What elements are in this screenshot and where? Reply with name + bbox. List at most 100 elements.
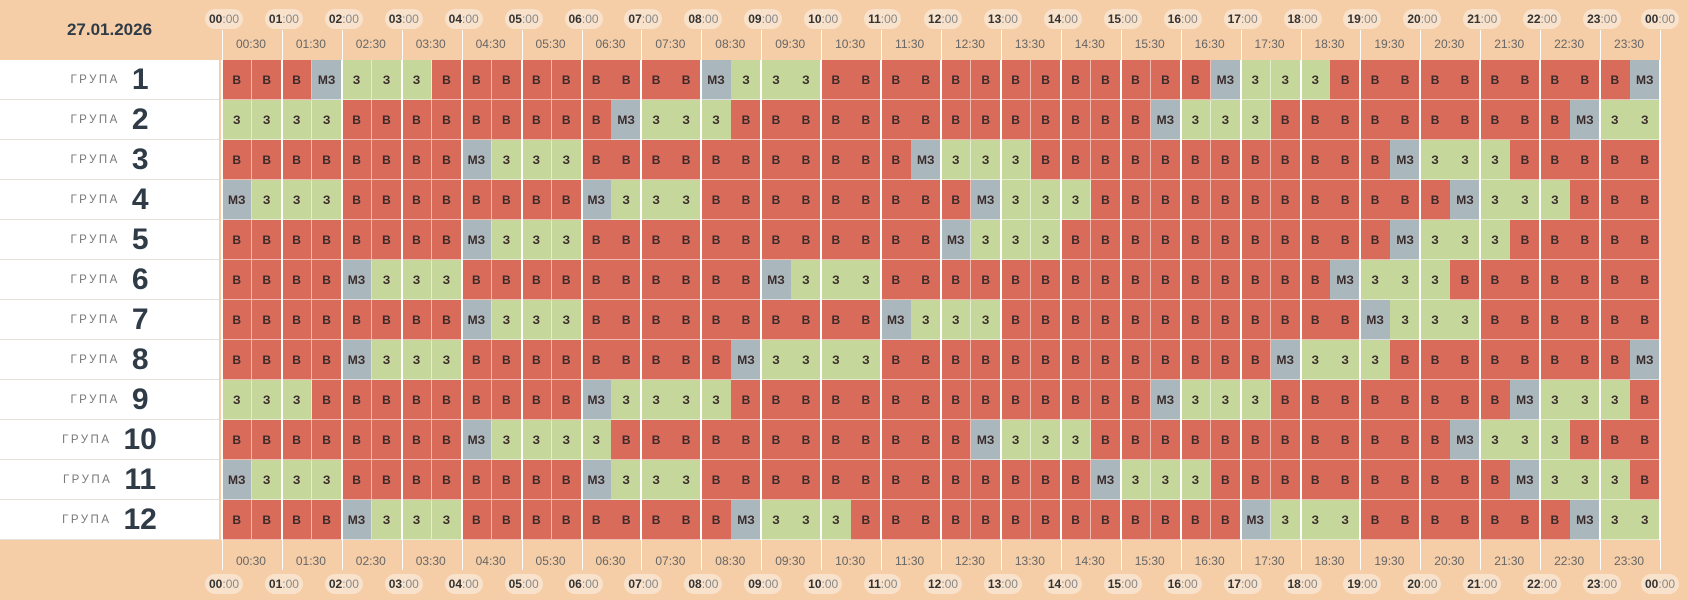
- slot-power-on: З: [371, 60, 403, 100]
- slot-outage: В: [1300, 100, 1331, 140]
- slot-possible-outage: МЗ: [1150, 380, 1182, 420]
- slot-outage: В: [1510, 100, 1541, 140]
- slot-outage: В: [281, 60, 313, 100]
- hour-digits: 10: [808, 12, 822, 26]
- bottom-hour-label: 23:00: [1583, 574, 1622, 594]
- slot-possible-outage: МЗ: [1570, 500, 1601, 540]
- slot-outage: В: [821, 380, 852, 420]
- slot-power-on: З: [1540, 460, 1571, 500]
- group-word: ГРУПА: [70, 233, 120, 246]
- hour-tick: [761, 540, 763, 570]
- minute-digits: :00: [1480, 577, 1498, 591]
- slot-power-on: З: [311, 180, 343, 220]
- hour-digits: 00: [1645, 577, 1659, 591]
- slot-outage: В: [1630, 380, 1661, 420]
- slot-outage: В: [821, 220, 852, 260]
- slot-power-on: З: [1540, 380, 1571, 420]
- slot-outage: В: [911, 380, 942, 420]
- bottom-hour-label: 18:00: [1283, 574, 1322, 594]
- slot-power-on: З: [970, 140, 1002, 180]
- top-half-hour-label: 01:30: [295, 37, 326, 51]
- hour-tick: [1600, 30, 1602, 60]
- slot-outage: В: [701, 180, 732, 220]
- slot-outage: В: [1540, 140, 1571, 180]
- slot-possible-outage: МЗ: [1390, 220, 1421, 260]
- slot-power-on: З: [371, 260, 403, 300]
- slot-outage: В: [1180, 420, 1212, 460]
- slot-outage: В: [1300, 300, 1331, 340]
- bottom-hour-label: 06:00: [564, 574, 603, 594]
- hour-tick: [941, 540, 942, 570]
- slot-outage: В: [311, 260, 343, 300]
- slot-possible-outage: МЗ: [461, 140, 493, 180]
- slot-outage: В: [1180, 220, 1212, 260]
- slot-possible-outage: МЗ: [222, 180, 253, 220]
- slot-power-on: З: [251, 180, 283, 220]
- slot-outage: В: [911, 460, 942, 500]
- slot-power-on: З: [1540, 180, 1571, 220]
- group-word: ГРУПА: [70, 73, 120, 86]
- slot-outage: В: [1300, 140, 1331, 180]
- slot-outage: В: [1030, 380, 1062, 420]
- top-hour-label: 10:00: [804, 9, 843, 29]
- slot-outage: В: [1630, 460, 1661, 500]
- slot-power-on: З: [251, 380, 283, 420]
- slot-outage: В: [1630, 420, 1661, 460]
- minute-digits: :00: [1540, 12, 1558, 26]
- slot-outage: В: [311, 420, 343, 460]
- hour-tick: [1120, 30, 1122, 60]
- slot-outage: В: [251, 260, 283, 300]
- slot-outage: В: [671, 140, 702, 180]
- slot-power-on: З: [1480, 180, 1511, 220]
- slot-outage: В: [1090, 140, 1122, 180]
- slot-power-on: З: [1420, 260, 1451, 300]
- slot-outage: В: [341, 220, 373, 260]
- slot-outage: В: [821, 140, 852, 180]
- group-label: ГРУПА 9: [0, 380, 219, 420]
- top-hour-label: 05:00: [504, 9, 543, 29]
- slot-outage: В: [911, 60, 942, 100]
- bottom-hour-label: 12:00: [924, 574, 963, 594]
- group-number: 7: [131, 302, 149, 336]
- slot-outage: В: [1450, 340, 1481, 380]
- slot-power-on: З: [791, 260, 822, 300]
- bottom-hour-label: 00:00: [1641, 574, 1680, 594]
- slot-outage: В: [1000, 460, 1032, 500]
- slot-outage: В: [1180, 500, 1212, 540]
- slot-outage: В: [461, 500, 493, 540]
- top-half-hour-label: 05:30: [535, 37, 566, 51]
- slot-outage: В: [491, 500, 523, 540]
- slot-outage: В: [311, 340, 343, 380]
- slot-outage: В: [1210, 260, 1242, 300]
- slot-possible-outage: МЗ: [731, 340, 762, 380]
- hour-digits: 01: [268, 577, 283, 591]
- slot-outage: В: [222, 500, 253, 540]
- slot-outage: В: [1240, 340, 1272, 380]
- minute-digits: :00: [1360, 12, 1378, 26]
- minute-digits: :00: [761, 577, 779, 591]
- group-word: ГРУПА: [70, 113, 120, 126]
- hour-tick: [1660, 540, 1661, 570]
- minute-digits: :00: [1061, 577, 1078, 591]
- slot-possible-outage: МЗ: [311, 60, 343, 100]
- slot-outage: В: [491, 460, 523, 500]
- slot-outage: В: [1480, 60, 1511, 100]
- hour-tick: [1060, 540, 1062, 570]
- hour-separator: [460, 60, 463, 540]
- slot-possible-outage: МЗ: [1360, 300, 1391, 340]
- minute-digits: :00: [402, 12, 419, 26]
- bottom-half-hour-label: 12:30: [954, 554, 985, 568]
- slot-possible-outage: МЗ: [701, 60, 732, 100]
- slot-outage: В: [611, 60, 642, 100]
- slot-power-on: З: [1240, 60, 1272, 100]
- slot-outage: В: [1090, 380, 1122, 420]
- slot-power-on: З: [311, 460, 343, 500]
- slot-outage: В: [1150, 220, 1182, 260]
- minute-digits: :00: [880, 577, 898, 591]
- slot-outage: В: [251, 60, 283, 100]
- slot-power-on: З: [611, 380, 642, 420]
- top-half-hour-label: 23:30: [1614, 37, 1645, 51]
- slot-outage: В: [641, 260, 672, 300]
- hour-digits: 19: [1347, 577, 1361, 591]
- slot-outage: В: [341, 300, 373, 340]
